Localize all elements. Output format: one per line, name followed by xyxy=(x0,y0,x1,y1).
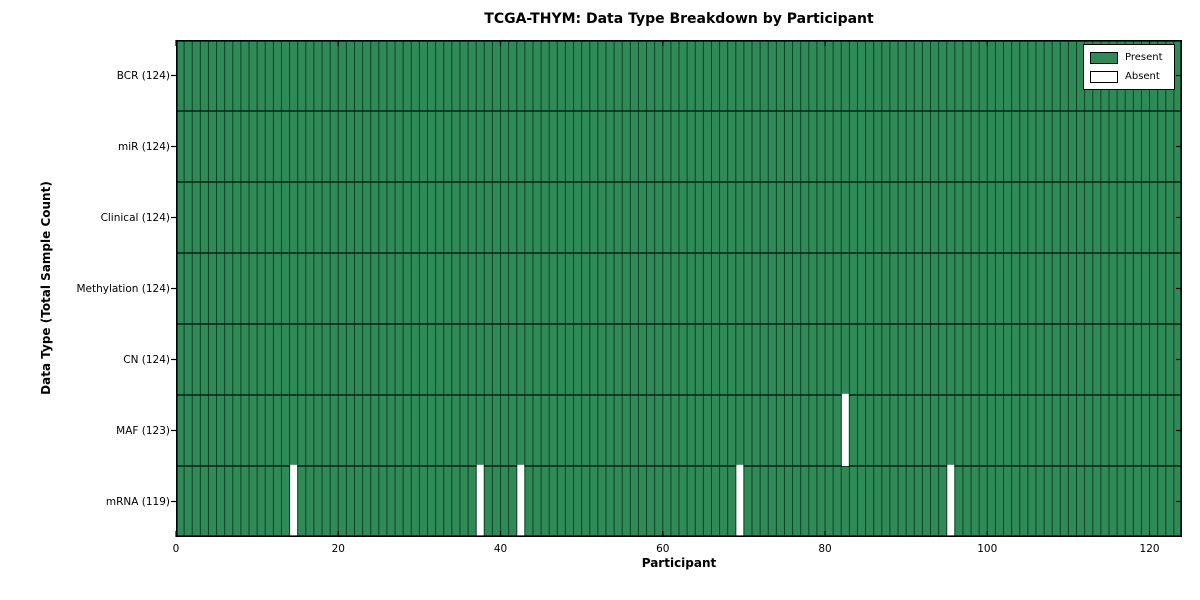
chart-title: TCGA-THYM: Data Type Breakdown by Partic… xyxy=(484,11,874,27)
y-tick-label-BCR: BCR (124) xyxy=(116,69,170,82)
x-tick-label-20: 20 xyxy=(331,543,345,555)
legend-item-absent: Absent xyxy=(1090,69,1168,84)
y-tick-label-Clinical: Clinical (124) xyxy=(100,211,170,224)
y-tick-label-miR: miR (124) xyxy=(117,140,170,153)
legend-label-absent: Absent xyxy=(1125,70,1160,82)
absent-swatch xyxy=(1090,70,1118,83)
x-tick-label-80: 80 xyxy=(818,543,832,555)
x-tick-label-120: 120 xyxy=(1139,543,1160,555)
x-tick-label-100: 100 xyxy=(977,543,998,555)
present-swatch xyxy=(1090,51,1118,64)
legend-item-present: Present xyxy=(1090,50,1168,65)
legend-label-present: Present xyxy=(1125,51,1163,63)
legend: Present Absent xyxy=(1083,44,1175,90)
heatmap-grid xyxy=(171,40,1183,537)
y-tick-label-CN: CN (124) xyxy=(123,353,170,366)
x-axis-label: Participant xyxy=(641,556,717,570)
y-tick-label-Methylation: Methylation (124) xyxy=(76,282,170,295)
plot-area xyxy=(171,40,1183,537)
x-tick-label-0: 0 xyxy=(172,543,180,555)
x-tick-label-40: 40 xyxy=(493,543,508,555)
x-tick-label-60: 60 xyxy=(656,543,670,555)
y-tick-label-MAF: MAF (123) xyxy=(116,424,170,437)
y-tick-label-mRNA: mRNA (119) xyxy=(105,495,170,508)
